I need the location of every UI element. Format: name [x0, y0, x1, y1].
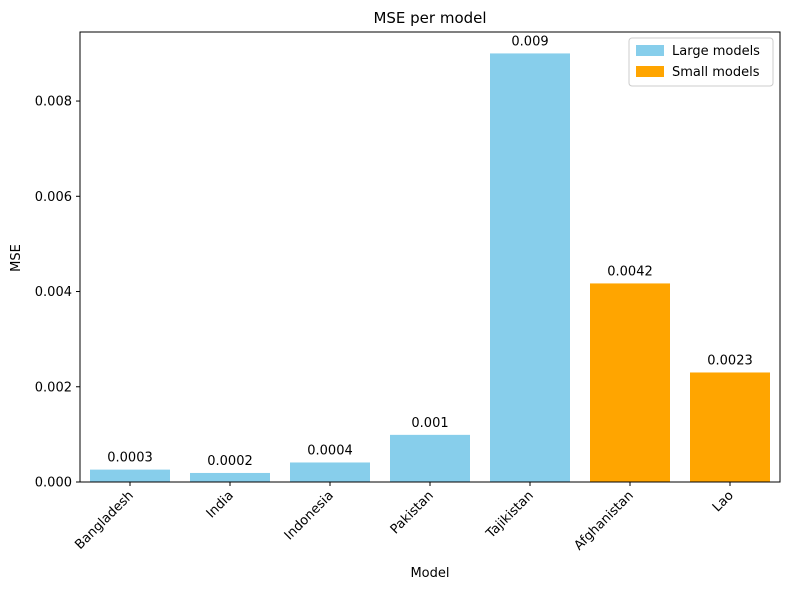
chart-title: MSE per model	[373, 9, 486, 27]
y-tick-label: 0.002	[35, 380, 72, 395]
data-label: 0.0042	[607, 264, 653, 279]
data-label: 0.001	[411, 416, 448, 431]
bar-afghanistan	[590, 283, 670, 482]
bar-lao	[690, 372, 770, 482]
legend-label: Large models	[672, 44, 760, 59]
legend: Large models Small models	[628, 37, 774, 87]
data-label: 0.0004	[307, 443, 353, 458]
legend-box	[628, 37, 774, 87]
y-tick-label: 0.008	[35, 95, 72, 110]
x-tick-label: Tajikistan	[483, 488, 537, 542]
x-tick-label: India	[204, 488, 237, 521]
data-label: 0.009	[511, 34, 548, 49]
bar-pakistan	[390, 434, 470, 482]
axes-frame	[79, 31, 781, 483]
bar-bangladesh	[90, 469, 170, 482]
bar-tajikistan	[490, 53, 570, 483]
x-tick-label: Bangladesh	[72, 488, 137, 553]
y-axis-label: MSE	[9, 244, 24, 272]
data-label: 0.0023	[707, 353, 753, 368]
x-tick-label: Indonesia	[282, 488, 337, 543]
bar-indonesia	[290, 462, 370, 482]
x-tick-label: Afghanistan	[571, 488, 636, 553]
plot-area: 0.0003 0.0002 0.0004 0.001 0.009 0.0042 0.0023…	[35, 31, 781, 554]
y-tick-label: 0.004	[35, 285, 72, 300]
x-tick-label: Pakistan	[388, 488, 437, 537]
data-label: 0.0002	[207, 454, 253, 469]
y-tick-label: 0.006	[35, 190, 72, 205]
x-axis-label: Model	[410, 566, 449, 581]
legend-swatch	[636, 66, 664, 77]
bar-india	[190, 472, 270, 482]
legend-swatch	[636, 45, 664, 56]
y-tick-label: 0.000	[35, 476, 72, 491]
data-label: 0.0003	[107, 451, 153, 466]
legend-label: Small models	[672, 65, 760, 80]
x-tick-label: Lao	[710, 488, 737, 515]
